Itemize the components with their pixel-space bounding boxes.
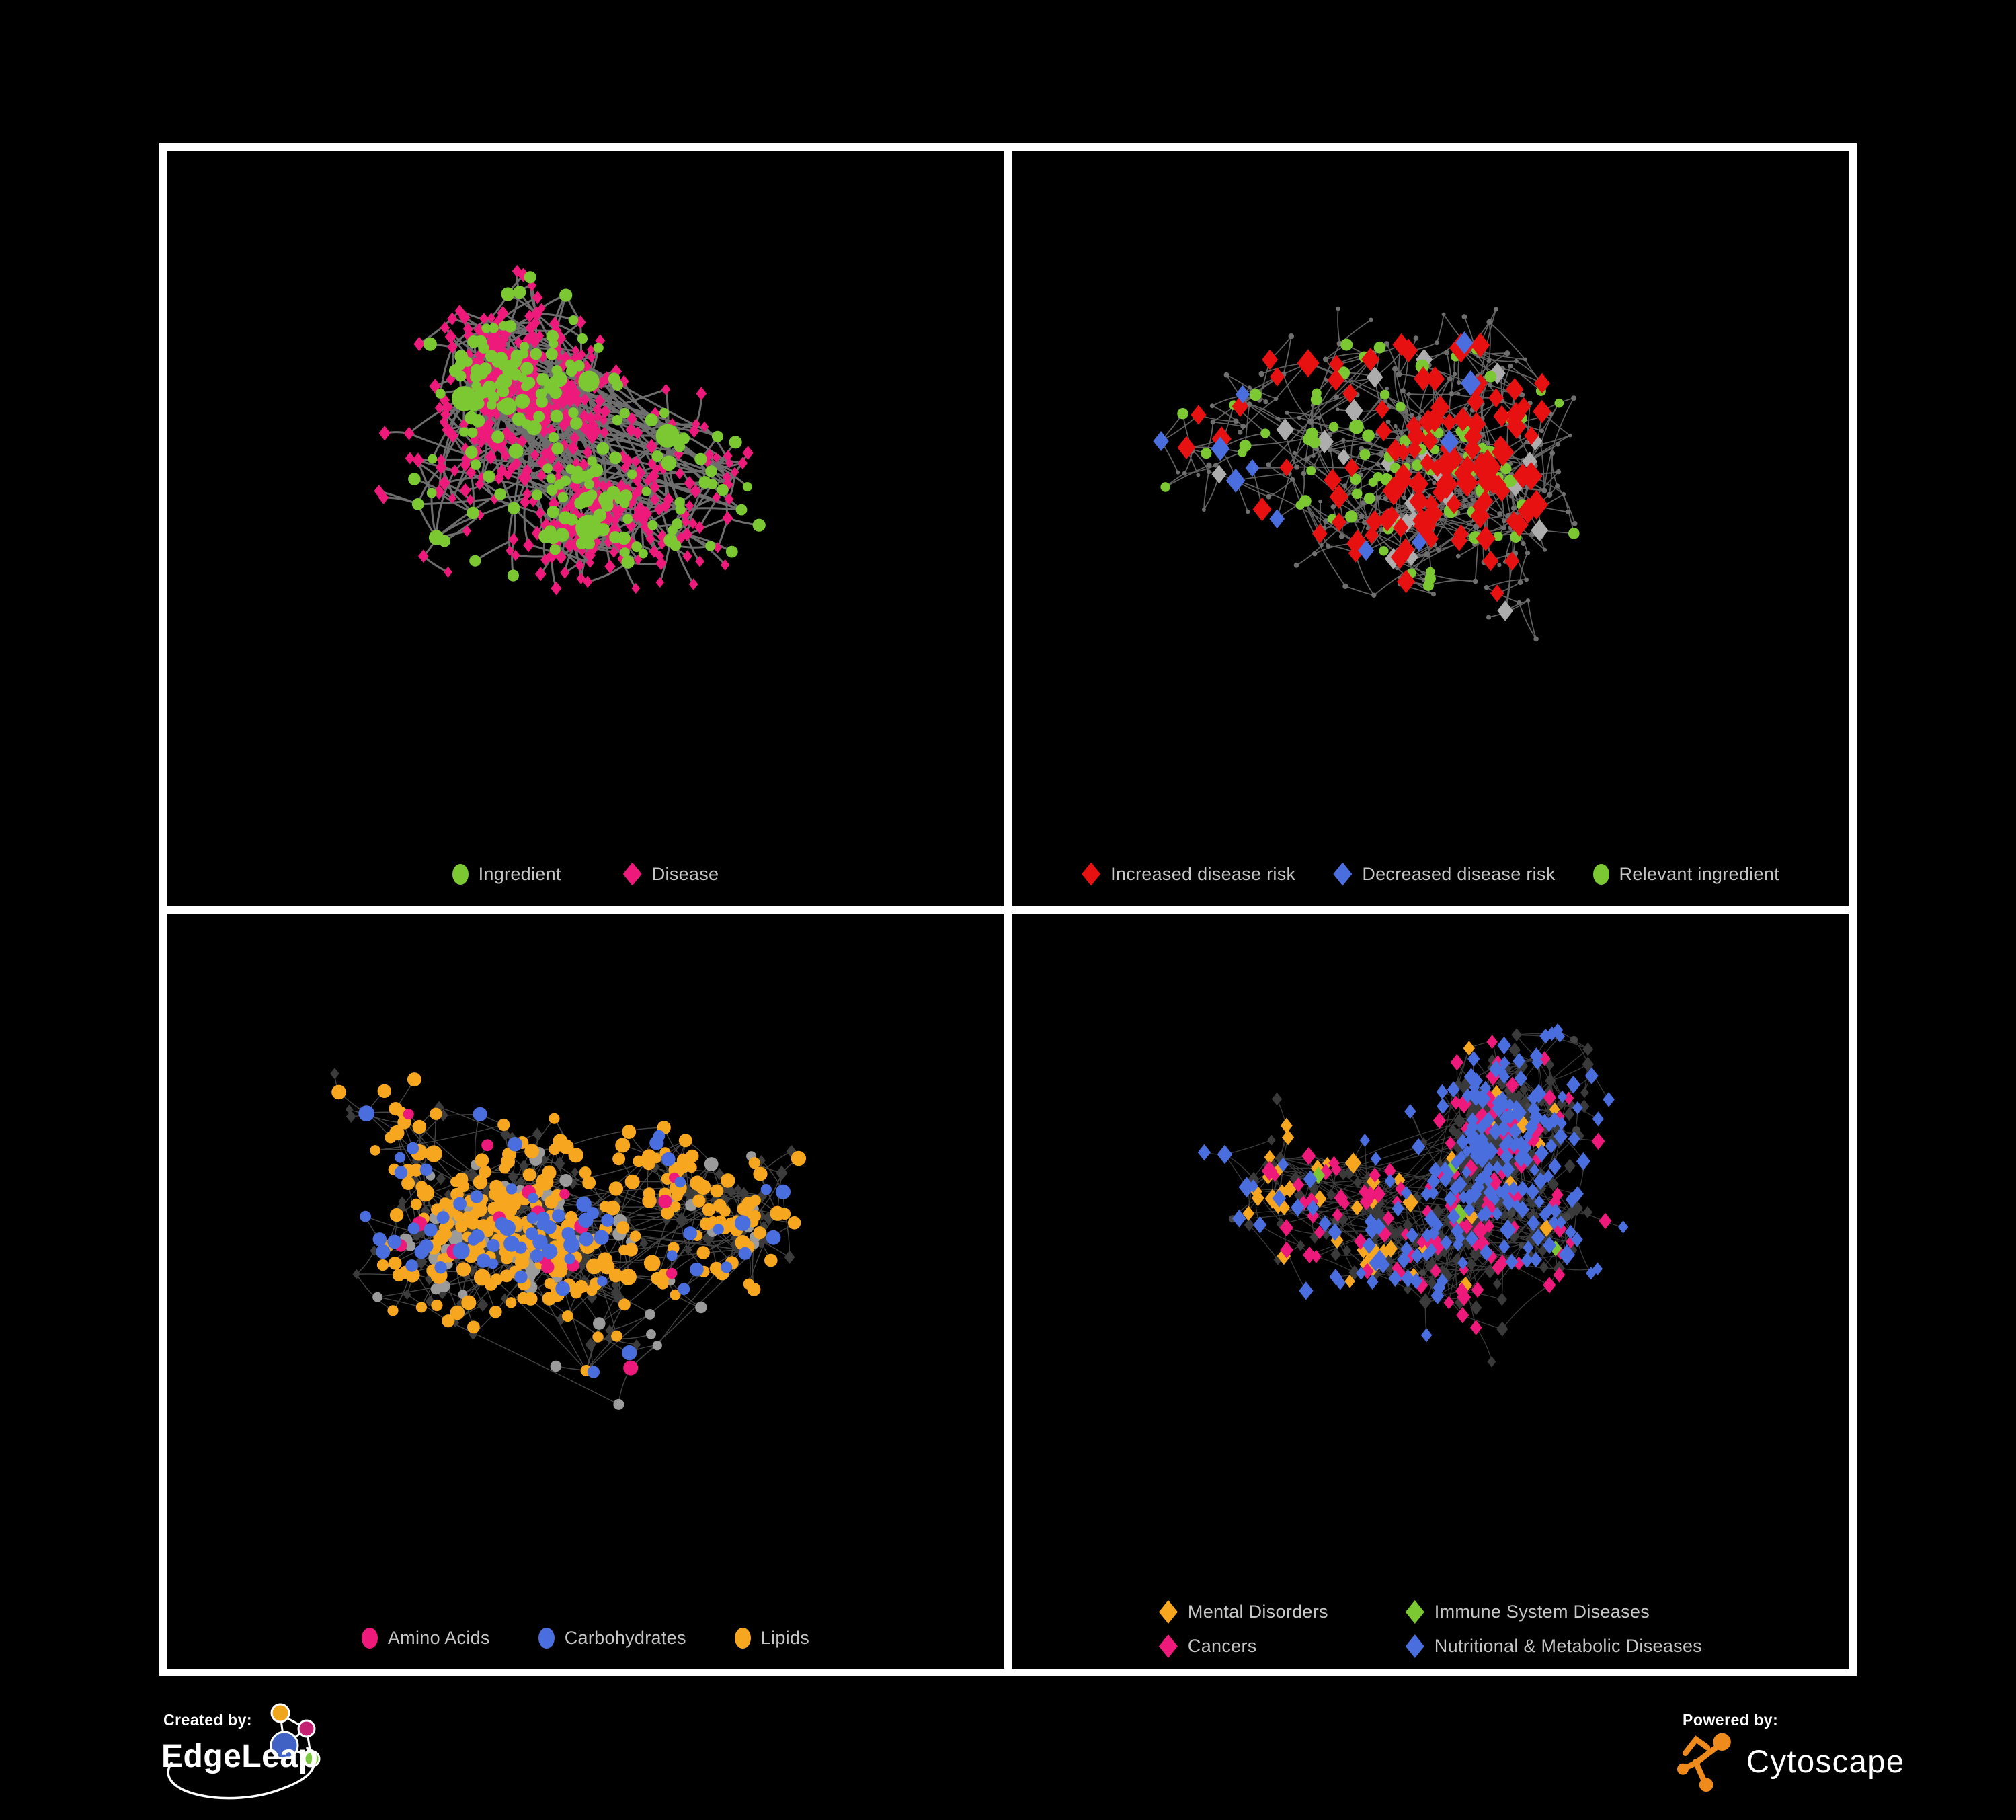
legend-item-immune-system-diseases: Immune System Diseases (1405, 1600, 1702, 1624)
nodes-other-node (330, 1067, 797, 1351)
network-disease-risk (1153, 306, 1580, 642)
legend-label: Ingredient (478, 863, 561, 884)
nodes-increased-risk (1177, 333, 1551, 602)
legend-label: Increased disease risk (1111, 863, 1296, 884)
legend-label: Immune System Diseases (1434, 1601, 1650, 1622)
legend-item-lipids: Lipids (734, 1628, 810, 1649)
circle-marker (734, 1628, 751, 1649)
legend-item-nutritional-metabolic-diseases: Nutritional & Metabolic Diseases (1405, 1634, 1703, 1658)
diamond-marker (1158, 1634, 1178, 1658)
edgeleap-logo-icon (167, 1703, 321, 1800)
cytoscape-icon-node (1692, 1759, 1700, 1767)
legend-item-carbohydrates: Carbohydrates (538, 1628, 686, 1649)
edgeleap-icon-node-blue (270, 1731, 299, 1760)
cytoscape-icon-node (1713, 1733, 1731, 1751)
legend-label: Decreased disease risk (1362, 863, 1556, 884)
nodes-decreased-risk (1153, 331, 1481, 561)
nodes-ingredient (408, 271, 766, 582)
diamond-marker (1405, 1634, 1424, 1658)
legend-label: Relevant ingredient (1619, 863, 1779, 884)
legend-label: Mental Disorders (1187, 1601, 1328, 1622)
diamond-marker (1405, 1600, 1424, 1624)
powered-by-label: Powered by: (1683, 1711, 1779, 1729)
legend-item-disease: Disease (622, 862, 719, 886)
network-ingredient-disease (374, 264, 766, 596)
diamond-marker (1158, 1600, 1178, 1624)
legend-label: Nutritional & Metabolic Diseases (1434, 1636, 1703, 1656)
cytoscape-credit: Cytoscape (1677, 1729, 1905, 1792)
legend-item-increased-disease-risk: Increased disease risk (1082, 862, 1296, 886)
created-by-label: Created by: (163, 1711, 253, 1729)
legend-item-mental-disorders: Mental Disorders (1158, 1600, 1328, 1624)
edgeleap-icon-node-orange (270, 1703, 290, 1723)
diamond-marker (1082, 862, 1101, 886)
cytoscape-icon-node (1677, 1763, 1689, 1775)
legend-item-relevant-ingredient: Relevant ingredient (1592, 863, 1779, 885)
legend-label: Amino Acids (387, 1628, 490, 1648)
cytoscape-logo-text: Cytoscape (1746, 1743, 1905, 1779)
network-disease-classes (1197, 1023, 1629, 1368)
panel-ingredient-disease: Ingredient Disease (167, 151, 1004, 906)
legend-item-decreased-disease-risk: Decreased disease risk (1333, 862, 1556, 886)
legend-label: Lipids (760, 1628, 810, 1648)
legend-item-cancers: Cancers (1158, 1634, 1328, 1658)
circle-marker (1592, 863, 1609, 885)
edgeleap-icon-node-green (303, 1750, 321, 1768)
legend-label: Cancers (1187, 1636, 1257, 1656)
nodes-nutritional-metabolic-diseases (1197, 1023, 1629, 1342)
edgeleap-logo-text: EdgeLeap (161, 1739, 319, 1774)
legend: Increased disease risk Decreased disease … (1012, 862, 1849, 886)
figure-grid: Ingredient Disease Increased disease risk… (159, 143, 1857, 1676)
nodes-cancers (1261, 1034, 1612, 1335)
nodes-other-node (1244, 1027, 1594, 1368)
cytoscape-icon-node (1699, 1778, 1713, 1792)
legend-item-amino-acids: Amino Acids (361, 1628, 490, 1649)
legend: Ingredient Disease (167, 862, 1004, 886)
cytoscape-logo-icon (1677, 1733, 1731, 1792)
legend-label: Carbohydrates (564, 1628, 686, 1648)
circle-marker (452, 863, 469, 885)
legend: Mental Disorders Immune System Diseases Ca… (1012, 1600, 1849, 1658)
network-nutrient-classes (330, 1067, 807, 1410)
nodes-carbohydrates (358, 1105, 791, 1378)
legend: Amino Acids Carbohydrates Lipids (167, 1628, 1004, 1649)
diamond-marker (622, 862, 642, 886)
legend-label: Disease (651, 863, 719, 884)
legend-item-ingredient: Ingredient (452, 863, 561, 885)
nodes-disease (374, 264, 754, 596)
panel-nutrient-classes: Amino Acids Carbohydrates Lipids (167, 913, 1004, 1669)
panel-disease-risk: Increased disease risk Decreased disease … (1012, 151, 1849, 906)
circle-marker (361, 1628, 378, 1649)
panel-disease-classes: Mental Disorders Immune System Diseases Ca… (1012, 913, 1849, 1669)
edgeleap-icon-node-magenta (297, 1719, 316, 1738)
circle-marker (538, 1628, 555, 1649)
diamond-marker (1333, 862, 1353, 886)
